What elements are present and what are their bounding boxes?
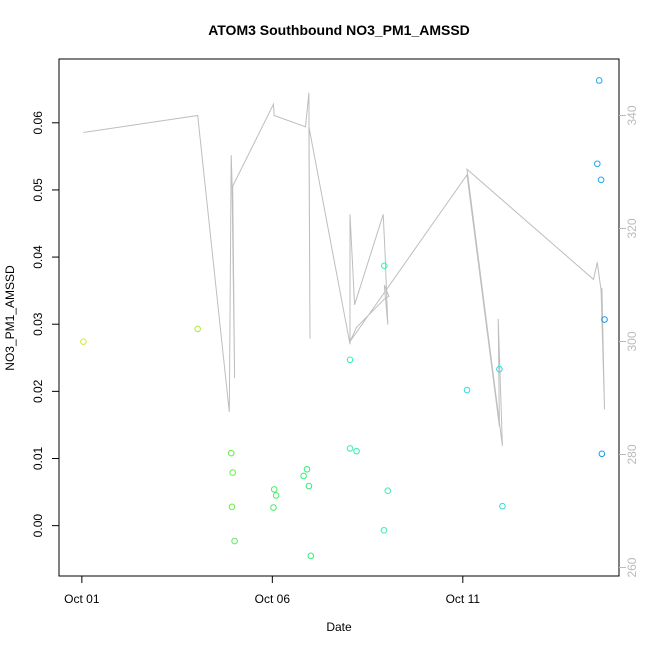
data-point-6 <box>270 486 278 493</box>
data-point-8 <box>270 504 277 511</box>
data-point-15 <box>353 447 360 455</box>
y-tick-label-1: 0.01 <box>31 446 45 470</box>
data-point-22 <box>595 77 603 84</box>
data-point-12 <box>307 552 315 560</box>
data-point-24 <box>597 176 605 184</box>
data-point-2 <box>227 449 235 457</box>
y-axis-label: NO3_PM1_AMSSD <box>3 265 17 371</box>
y-axis: 0.00 0.01 0.02 0.03 0.04 0.05 0.06 <box>31 111 59 538</box>
data-point-3 <box>229 469 237 476</box>
line-series-path <box>83 92 605 447</box>
data-point-5 <box>231 537 238 545</box>
y2-axis: 260 280 300 320 340 <box>619 105 639 578</box>
data-point-26 <box>598 450 606 458</box>
data-point-11 <box>305 482 313 490</box>
data-point-1 <box>194 325 201 333</box>
data-point-9 <box>300 472 307 480</box>
y2-tick-label-4: 340 <box>625 105 639 125</box>
y2-tick-label-0: 260 <box>625 557 639 577</box>
line-series <box>83 92 605 447</box>
y-tick-label-4: 0.04 <box>31 245 45 269</box>
x-tick-label-1: Oct 06 <box>255 592 291 606</box>
data-point-18 <box>380 527 388 534</box>
y-tick-label-3: 0.03 <box>31 312 45 336</box>
data-point-16 <box>381 262 388 270</box>
chart-title: ATOM3 Southbound NO3_PM1_AMSSD <box>208 22 470 38</box>
data-point-17 <box>384 487 392 495</box>
data-point-20 <box>496 365 503 373</box>
data-point-10 <box>303 465 311 473</box>
data-point-7 <box>272 492 280 499</box>
scatter-points <box>80 77 608 560</box>
data-point-4 <box>228 503 236 511</box>
x-axis: Oct 01 Oct 06 Oct 11 <box>64 576 480 606</box>
data-point-23 <box>593 160 601 168</box>
y2-tick-label-3: 320 <box>625 218 639 238</box>
data-point-19 <box>463 386 471 394</box>
data-point-0 <box>80 338 87 345</box>
x-axis-label: Date <box>326 620 352 634</box>
y2-tick-label-2: 300 <box>625 331 639 351</box>
x-tick-label-0: Oct 01 <box>64 592 100 606</box>
data-point-21 <box>499 502 506 510</box>
x-tick-label-2: Oct 11 <box>446 592 481 606</box>
y-tick-label-6: 0.06 <box>31 111 45 135</box>
data-point-13 <box>346 356 354 364</box>
plot-frame <box>58 58 620 577</box>
data-point-25 <box>601 316 608 323</box>
y-tick-label-5: 0.05 <box>31 178 45 202</box>
y-tick-label-0: 0.00 <box>31 514 45 538</box>
y2-tick-label-1: 280 <box>625 444 639 464</box>
y-tick-label-2: 0.02 <box>31 379 45 403</box>
data-point-14 <box>346 445 354 452</box>
